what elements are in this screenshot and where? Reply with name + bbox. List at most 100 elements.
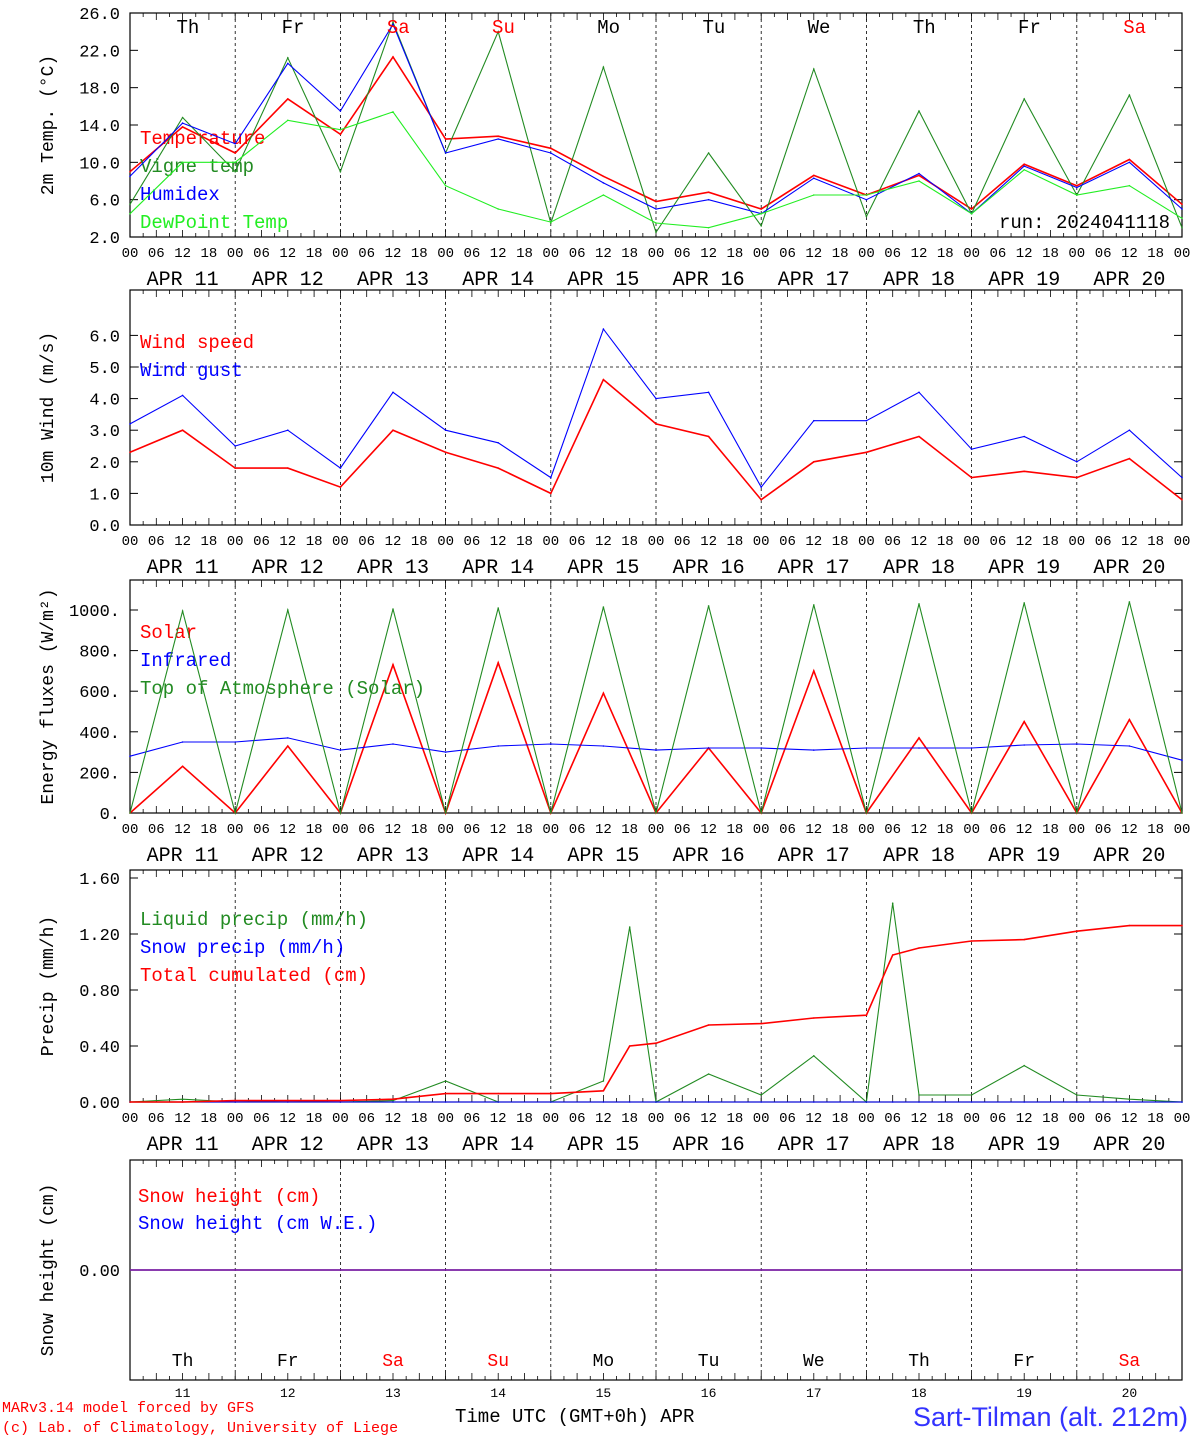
hour-label: 18	[621, 822, 638, 838]
hour-label: 00	[648, 1111, 665, 1127]
hour-label: 12	[700, 1111, 717, 1127]
hour-label: 18	[937, 1111, 954, 1127]
data-point	[1128, 745, 1131, 747]
data-point	[1181, 217, 1183, 220]
data-point	[813, 174, 815, 177]
date-label: APR 19	[988, 845, 1060, 868]
data-point	[1128, 457, 1131, 460]
data-point	[602, 182, 605, 184]
data-point	[865, 812, 868, 814]
hour-label: 18	[411, 1111, 428, 1127]
day-number: 14	[490, 1386, 506, 1401]
hour-label: 00	[858, 1111, 875, 1127]
data-point	[891, 954, 894, 956]
data-point	[918, 172, 920, 175]
hour-label: 06	[779, 534, 796, 550]
hour-label: 06	[358, 246, 375, 262]
data-point	[1181, 208, 1183, 210]
data-point	[287, 737, 289, 739]
hour-label: 06	[989, 1111, 1006, 1127]
data-point	[760, 208, 762, 210]
hour-label: 18	[306, 246, 323, 262]
data-point	[392, 21, 394, 24]
hour-label: 06	[884, 1111, 901, 1127]
data-point	[813, 194, 815, 196]
data-point	[655, 397, 657, 400]
data-point	[392, 743, 394, 745]
hour-label: 06	[358, 822, 375, 838]
date-label: APR 18	[883, 1134, 955, 1157]
hour-label: 06	[463, 534, 480, 550]
data-point	[444, 1080, 447, 1082]
hour-label: 12	[911, 246, 928, 262]
data-point	[1023, 938, 1025, 941]
data-point	[655, 200, 657, 203]
hour-label: 06	[674, 822, 691, 838]
hour-label: 12	[279, 822, 296, 838]
legend-entry: Total cumulated (cm)	[140, 965, 368, 987]
hour-label: 06	[569, 534, 586, 550]
data-point	[181, 1098, 184, 1100]
y-tick-label: 0.40	[79, 1039, 120, 1058]
panel-frame	[129, 12, 1183, 238]
data-point	[865, 215, 868, 218]
data-point	[707, 747, 710, 749]
data-point	[1076, 184, 1078, 187]
hour-label: 00	[1174, 534, 1191, 550]
data-point	[497, 138, 500, 140]
hour-label: 00	[542, 246, 559, 262]
legend-entry: Humidex	[140, 184, 220, 206]
weekday-label: Sa	[1123, 17, 1146, 39]
date-label: APR 16	[673, 845, 745, 868]
weekday-label: We	[803, 1352, 825, 1372]
hour-label: 12	[1121, 1111, 1138, 1127]
data-point	[129, 1101, 131, 1103]
data-point	[970, 940, 973, 942]
data-point	[392, 111, 394, 113]
y-tick-label: 800.	[79, 644, 120, 663]
data-point	[602, 1080, 605, 1082]
data-point	[1076, 1094, 1078, 1096]
legend-entry: Vigne temp	[140, 156, 254, 178]
date-label: APR 20	[1093, 269, 1165, 292]
data-point	[181, 610, 184, 612]
date-label: APR 16	[673, 557, 745, 580]
data-point	[287, 1099, 289, 1102]
hour-label: 06	[463, 246, 480, 262]
data-point	[497, 1092, 500, 1095]
hour-label: 00	[122, 246, 139, 262]
hour-label: 12	[1121, 534, 1138, 550]
hour-label: 06	[358, 1111, 375, 1127]
hour-label: 00	[122, 822, 139, 838]
date-label: APR 13	[357, 1134, 429, 1157]
data-point	[602, 194, 605, 196]
data-point	[1181, 759, 1183, 761]
data-point	[707, 1024, 710, 1026]
hour-label: 18	[306, 534, 323, 550]
date-label: APR 17	[778, 557, 850, 580]
data-point	[287, 119, 289, 122]
data-point	[891, 902, 894, 904]
hour-label: 18	[832, 1111, 849, 1127]
data-point	[497, 30, 500, 33]
y-tick-label: 2.0	[89, 455, 120, 474]
hour-label: 18	[1042, 534, 1059, 550]
data-point	[970, 812, 973, 814]
weekday-label: Su	[487, 1352, 509, 1372]
hour-label: 18	[516, 1111, 533, 1127]
data-point	[970, 448, 973, 451]
hour-label: 12	[279, 534, 296, 550]
series-line-blue	[129, 22, 1183, 215]
data-point	[918, 603, 920, 605]
data-point	[550, 476, 552, 479]
data-point	[602, 1090, 605, 1092]
y-tick-label: 1.60	[79, 871, 120, 890]
hour-label: 00	[648, 822, 665, 838]
day-number: 11	[175, 1386, 191, 1401]
data-point	[707, 1073, 710, 1075]
data-point	[129, 451, 131, 454]
hour-label: 18	[726, 534, 743, 550]
hour-label: 00	[753, 822, 770, 838]
data-point	[339, 110, 342, 112]
